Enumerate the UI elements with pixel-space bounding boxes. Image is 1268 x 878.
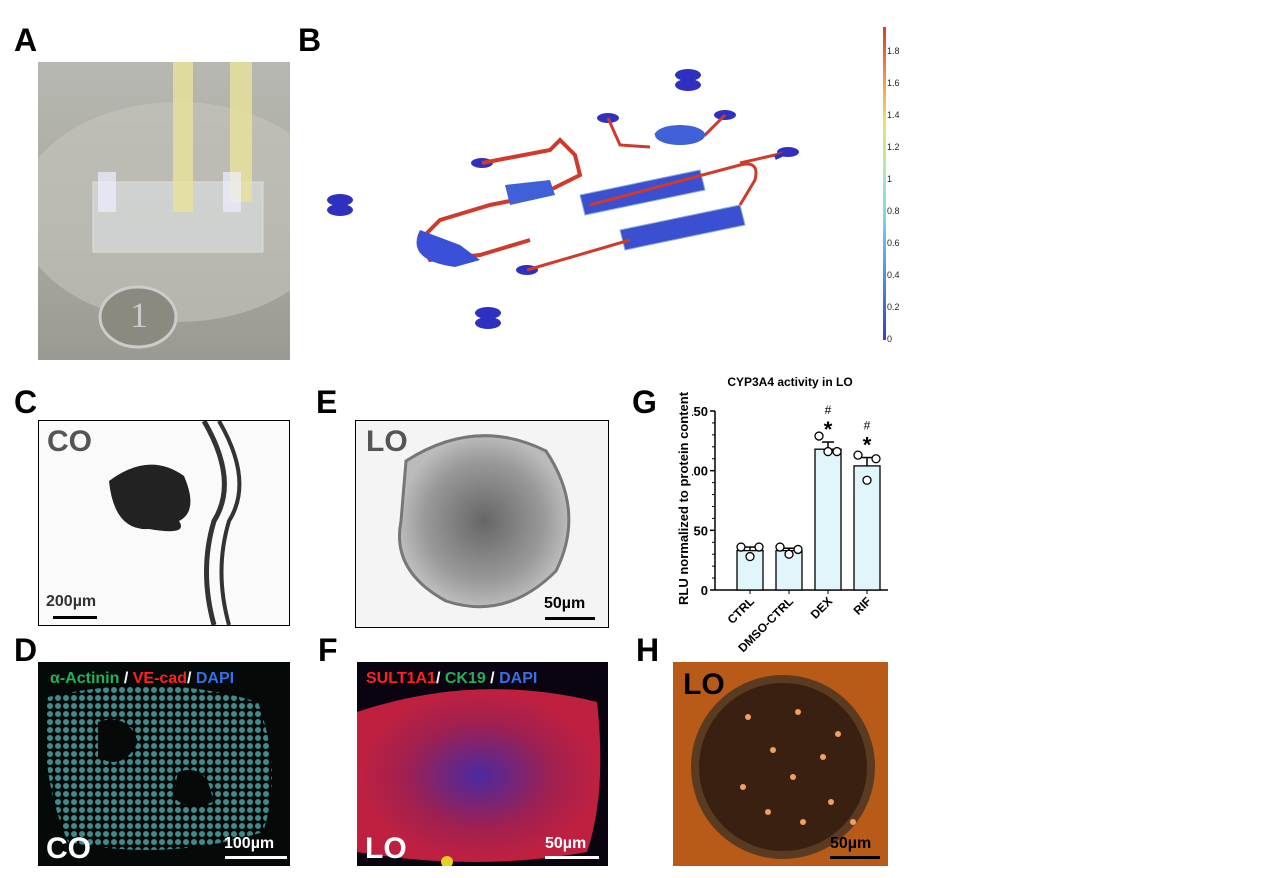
colorbar-tick-label: 1.2 [887,142,900,152]
x-tick-label: RIF [851,594,875,618]
panel-label-h: H [636,632,660,668]
y-tick-label: 0 [701,583,708,598]
colorbar-tick-label: 1.4 [887,110,900,120]
data-point [754,542,764,552]
data-point [784,549,794,559]
data-point [745,551,755,562]
stain-label: VE-cad [132,670,187,687]
organoid-tag: LO [366,425,408,458]
data-point [862,475,872,485]
panel-label-a: A [14,22,38,58]
reservoirs [327,69,799,329]
lo-organoid-drawing [398,434,571,609]
panel-label-d: D [14,632,38,668]
stain-label: α-Actinin [50,670,120,687]
co-brightfield-image: CO 200µm [38,420,290,626]
colorbar-tick-label: 1.8 [887,46,900,56]
data-point [871,454,881,464]
stain-label: / [119,670,133,687]
co-fluorescence-drawing [45,685,272,850]
microfluidic-flow-simulation [327,69,799,329]
svg-text:1: 1 [130,295,148,335]
panel-label-c: C [14,384,38,420]
stain-label: DAPI [499,670,538,687]
colorbar-tick-label: 1.6 [887,78,900,88]
lo-ros-drawing [691,675,875,859]
lo-fluorescence-drawing [357,689,601,866]
panel-label-e: E [316,384,338,420]
stain-label: / [485,670,500,687]
significance-hash: # [864,419,871,433]
data-point [775,542,785,552]
significance-star: * [863,433,872,458]
stain-label: / [186,670,196,687]
stain-label: CK19 [444,670,486,687]
colorbar [883,27,886,340]
panel-label-f: F [318,632,338,668]
organoid-tag: LO [683,668,725,701]
organoid-tag: LO [365,832,407,865]
scale-bar [53,616,97,619]
y-axis-label: RLU normalized to protein content [676,391,692,605]
lo-fluorescence-image: SULT1A1/ CK19 / DAPI LO 50µm [357,662,608,866]
data-point [736,542,746,552]
organoid-tag: CO [46,832,91,865]
scale-bar [545,617,595,620]
scale-bar-label: 50µm [830,835,872,852]
chip-photo: 1 [38,62,290,360]
scale-bar [545,856,599,859]
scale-bar-label: 200µm [46,593,97,610]
x-tick-label: CTRL [725,594,758,627]
panel-label-b: B [298,22,322,58]
bar [814,448,842,591]
scale-bar-label: 50µm [544,595,586,612]
chip-photo-drawing: 1 [38,62,290,349]
organoid-tag: CO [47,425,92,458]
scale-bar [830,856,880,859]
stain-label: SULT1A1 [366,670,436,687]
cyp3a4-bar-chart: CYP3A4 activity in LO050100150CTRLDMSO-C… [686,375,888,655]
lo-brightfield-image: LO 50µm [355,420,609,628]
data-point [853,450,863,460]
stain-label: DAPI [195,670,235,687]
data-point [814,431,824,441]
co-fluorescence-image: α-Actinin / VE-cad/ DAPI CO 100µm [38,662,290,866]
stain-legend: SULT1A1/ CK19 / DAPI [366,670,537,688]
x-tick-label: DEX [808,594,835,621]
bar [853,465,881,591]
colorbar-tick-label: 0.8 [887,206,900,216]
data-point [823,446,833,457]
significance-star: * [824,417,833,442]
scale-bar [225,856,287,859]
scale-bar-label: 50µm [545,835,587,852]
data-point [832,446,842,457]
colorbar-tick-label: 0.2 [887,302,900,312]
stain-label: / [435,670,445,687]
chart-title: CYP3A4 activity in LO [727,375,852,389]
colorbar-tick-label: 1 [887,174,893,184]
y-tick-label: 50 [694,523,708,538]
colorbar-tick-label: 0 [887,334,893,344]
colorbar-tick-label: 0.6 [887,238,900,248]
data-point [793,544,803,555]
lo-ros-image: LO 50µm [673,662,888,866]
panel-label-g: G [632,384,657,420]
scale-bar-label: 100µm [224,835,275,852]
co-organoid-drawing [109,421,242,625]
stain-legend: α-Actinin / VE-cad/ DAPI [50,670,234,688]
significance-hash: # [825,403,832,417]
colorbar-tick-label: 0.4 [887,270,900,280]
